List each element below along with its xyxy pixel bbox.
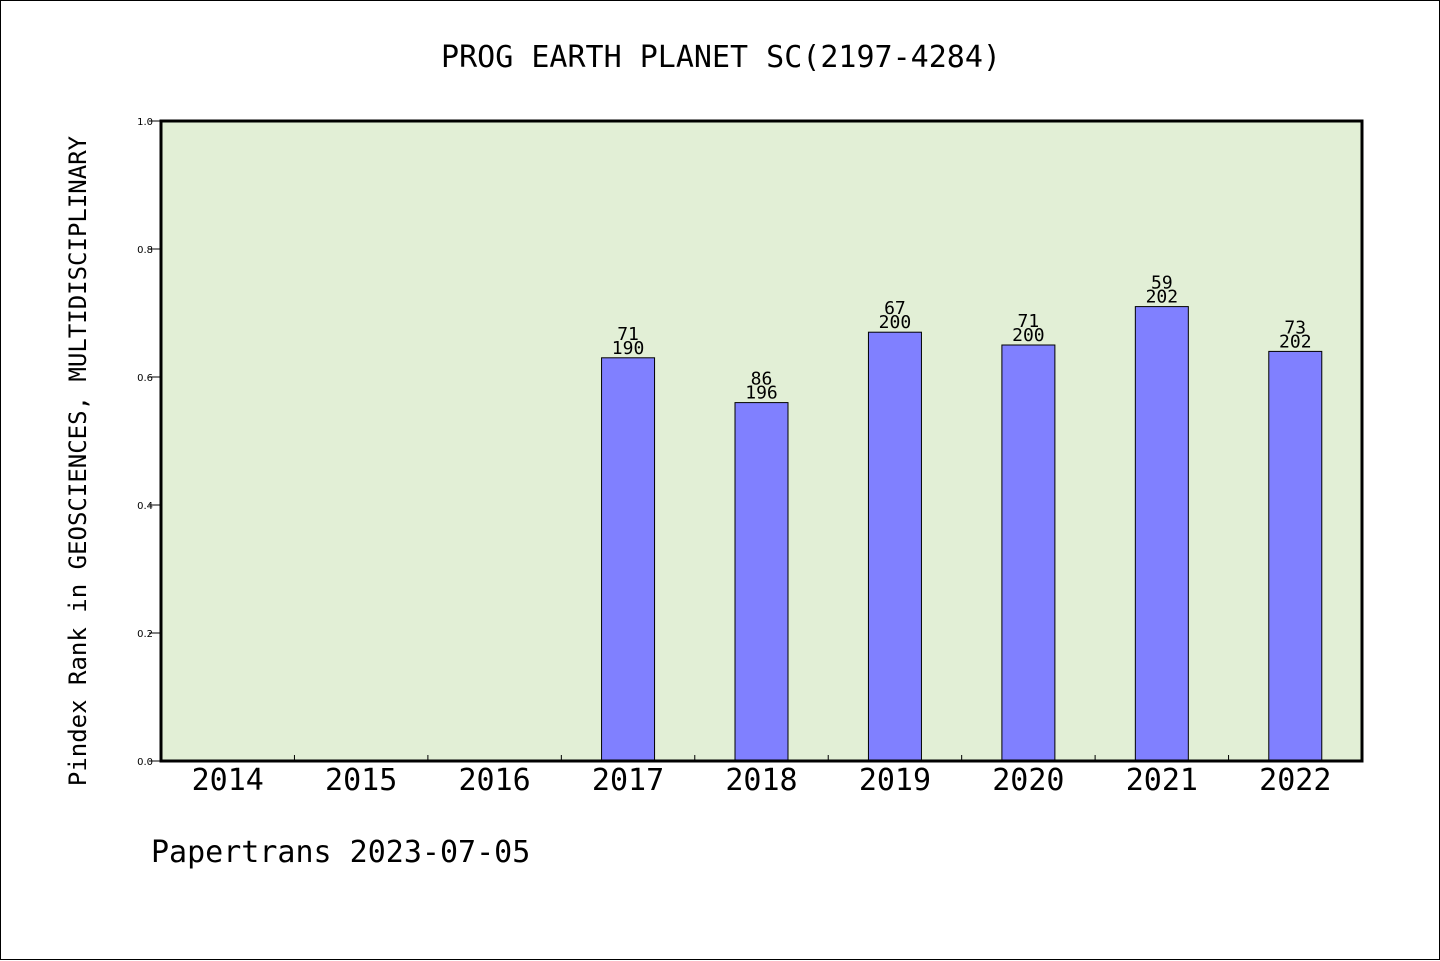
bar-2022 <box>1268 350 1323 762</box>
bar-label-total: 196 <box>745 383 778 404</box>
y-tick-label: 0.8 <box>137 245 153 256</box>
bar-label-total: 200 <box>1012 325 1045 346</box>
chart-title: PROG EARTH PLANET SC(2197-4284) <box>441 40 1001 75</box>
y-tick-label: 0.2 <box>137 629 153 640</box>
x-tick-label: 2018 <box>725 763 797 798</box>
plot-border <box>159 119 1364 763</box>
bar-2017 <box>601 357 656 762</box>
x-tick-label: 2017 <box>592 763 664 798</box>
x-tick-label: 2022 <box>1259 763 1331 798</box>
bar-label-rank: 67 <box>884 298 906 319</box>
bars-layer <box>601 306 1323 762</box>
y-tick-label: 0.6 <box>137 373 153 384</box>
x-tick-label: 2016 <box>458 763 530 798</box>
y-axis: 0.0 0.2 0.4 0.6 0.8 1.0 <box>137 117 161 768</box>
bar-label-total: 190 <box>612 338 645 359</box>
bar-label-rank: 71 <box>1018 311 1040 332</box>
bar-label-total: 202 <box>1279 331 1312 352</box>
x-axis: 2014 2015 2016 2017 2018 2019 2020 2021 2022 <box>192 755 1331 798</box>
x-tick-label: 2020 <box>992 763 1064 798</box>
bar-2018 <box>734 402 789 762</box>
y-axis-label: Pindex Rank in GEOSCIENCES, MULTIDISCIPL… <box>64 135 92 786</box>
bar-2021 <box>1134 306 1189 762</box>
x-tick-label: 2015 <box>325 763 397 798</box>
x-tick-label: 2014 <box>192 763 264 798</box>
x-tick-label: 2019 <box>859 763 931 798</box>
bar-label-rank: 71 <box>617 324 639 345</box>
bar-2020 <box>1001 344 1056 762</box>
y-tick-label: 1.0 <box>137 117 153 128</box>
footer-source-date: Papertrans 2023-07-05 <box>151 835 531 870</box>
bar-label-total: 202 <box>1146 287 1179 308</box>
bar-label-rank: 86 <box>751 369 773 390</box>
bar-label-rank: 73 <box>1284 317 1306 338</box>
x-tick-label: 2021 <box>1126 763 1198 798</box>
y-tick-label: 0.4 <box>137 501 153 512</box>
bar-2019 <box>867 331 922 762</box>
bar-label-rank: 59 <box>1151 273 1173 294</box>
bar-label-total: 200 <box>879 312 912 333</box>
y-tick-label: 0.0 <box>137 757 153 768</box>
